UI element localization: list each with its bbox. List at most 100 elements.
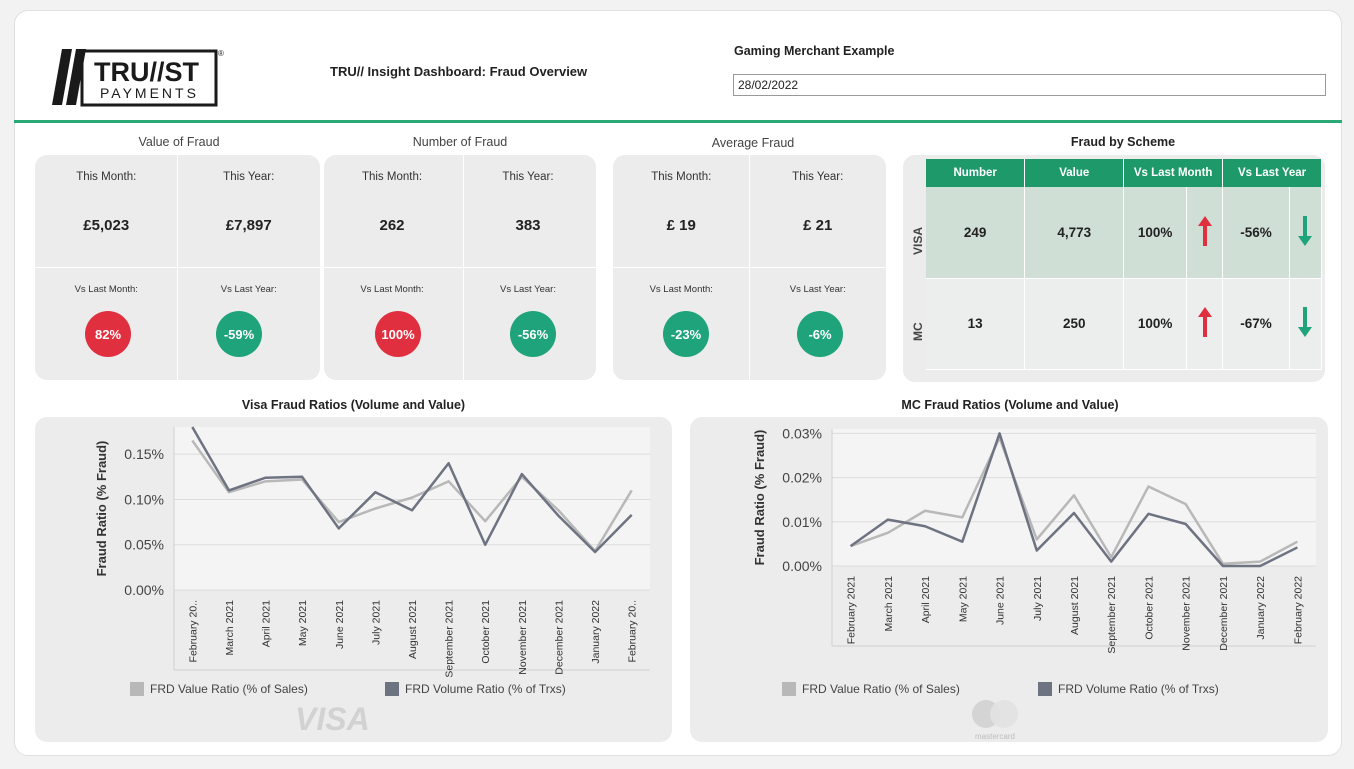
x-tick-label: February 2021 [846, 576, 858, 644]
this-month-label: This Month: [651, 171, 712, 183]
x-tick-label: August 2021 [1069, 576, 1081, 635]
vs-last-year-badge: -56% [510, 311, 556, 357]
this-month-label: This Month: [361, 171, 423, 183]
mastercard-logo-watermark: mastercard [972, 700, 1018, 741]
x-tick-label: February 20.. [627, 600, 639, 662]
vs-last-year-label: Vs Last Year: [220, 284, 277, 295]
x-tick-label: January 2022 [1255, 576, 1267, 640]
x-tick-label: December 2021 [1218, 576, 1230, 651]
cell-vs-year: -67% [1222, 278, 1290, 370]
x-tick-label: May 2021 [957, 576, 969, 622]
scheme-table: Number Value Vs Last Month Vs Last Year … [926, 159, 1323, 370]
this-month-label: This Month: [76, 171, 137, 183]
x-tick-label: April 2021 [261, 600, 273, 647]
col-header-value: Value [1024, 159, 1125, 187]
arrow-down-icon [1289, 187, 1323, 279]
x-tick-label: June 2021 [995, 576, 1007, 625]
legend-swatch [130, 682, 144, 696]
vs-last-month-label: Vs Last Month: [360, 284, 424, 295]
this-year-value: 383 [515, 217, 541, 234]
kpi-title-value: Value of Fraud [138, 135, 220, 149]
cell-value: 4,773 [1024, 187, 1125, 279]
visa-logo-watermark: VISA [295, 701, 370, 737]
date-filter-input[interactable]: 28/02/2022 [733, 74, 1326, 96]
vs-last-year-label: Vs Last Year: [789, 284, 846, 295]
this-year-value: £7,897 [225, 217, 272, 234]
kpi-card-number: This Month: This Year: 262 383 Vs Last M… [324, 155, 596, 380]
x-tick-label: October 2021 [480, 600, 492, 664]
x-tick-label: February 2022 [1292, 576, 1304, 644]
this-month-value: 262 [379, 217, 405, 234]
cell-value: 250 [1024, 278, 1125, 370]
vs-last-month-label: Vs Last Month: [74, 284, 138, 295]
y-tick-label: 0.10% [124, 491, 164, 507]
row-label-visa: VISA [911, 226, 925, 255]
y-tick-label: 0.00% [124, 582, 164, 598]
y-tick-label: 0.03% [782, 425, 822, 441]
vs-last-month-badge: -23% [663, 311, 709, 357]
mc-line-chart: 0.00% 0.01% 0.02% 0.03% Fraud Ratio (% Fraud… [752, 425, 1316, 654]
x-tick-label: November 2021 [517, 600, 529, 675]
legend-swatch [782, 682, 796, 696]
y-tick-label: 0.02% [782, 470, 822, 486]
kpi-card-value: This Month: This Year: £5,023 £7,897 Vs … [35, 155, 320, 380]
logo-text-bottom: PAYMENTS [100, 85, 199, 101]
kpi-title-number: Number of Fraud [412, 135, 508, 149]
visa-line-chart: 0.00% 0.05% 0.10% 0.15% Fraud Ratio (% Fraud… [94, 426, 650, 678]
kpi-title-average: Average Fraud [711, 136, 795, 150]
visa-chart-title: Visa Fraud Ratios (Volume and Value) [241, 398, 466, 412]
logo-text-top: TRU//ST [94, 57, 200, 87]
row-label-mc: MC [911, 322, 925, 341]
x-tick-label: June 2021 [334, 600, 346, 649]
table-row: 13 250 100% -67% [926, 278, 1323, 370]
visa-chart-card: 0.00% 0.05% 0.10% 0.15% Fraud Ratio (% Fraud… [35, 417, 672, 742]
x-tick-label: March 2021 [224, 600, 236, 656]
x-tick-label: September 2021 [444, 600, 456, 678]
this-year-label: This Year: [792, 171, 844, 183]
cell-vs-month: 100% [1123, 187, 1188, 279]
y-tick-label: 0.15% [124, 446, 164, 462]
legend-value-ratio: FRD Value Ratio (% of Sales) [130, 682, 308, 696]
legend-swatch [1038, 682, 1052, 696]
legend-swatch [385, 682, 399, 696]
this-year-label: This Year: [502, 171, 554, 183]
x-tick-label: February 20.. [187, 600, 199, 662]
x-tick-label: January 2022 [590, 600, 602, 664]
vs-last-month-label: Vs Last Month: [649, 284, 713, 295]
table-row: 249 4,773 100% -56% [926, 187, 1323, 279]
series-line-volume-ratio [849, 432, 1298, 568]
x-tick-label: July 2021 [370, 600, 382, 645]
legend-label: FRD Value Ratio (% of Sales) [150, 682, 308, 696]
legend-label: FRD Value Ratio (% of Sales) [802, 682, 960, 696]
y-axis-label: Fraud Ratio (% Fraud) [94, 441, 109, 577]
arrow-up-icon [1186, 278, 1224, 370]
col-header-number: Number [926, 159, 1026, 187]
y-axis-label: Fraud Ratio (% Fraud) [752, 430, 767, 566]
legend-label: FRD Volume Ratio (% of Trxs) [405, 682, 566, 696]
arrow-down-icon [1289, 278, 1323, 370]
svg-text:®: ® [218, 49, 224, 58]
x-tick-label: July 2021 [1032, 576, 1044, 621]
legend-value-ratio: FRD Value Ratio (% of Sales) [782, 682, 960, 696]
merchant-label: Gaming Merchant Example [734, 44, 895, 58]
y-tick-label: 0.01% [782, 514, 822, 530]
vs-last-year-badge: -59% [216, 311, 262, 357]
this-month-value: £ 19 [666, 217, 696, 234]
vs-last-year-label: Vs Last Year: [500, 284, 556, 295]
vs-last-month-badge: 82% [85, 311, 131, 357]
series-line-value-ratio [191, 439, 633, 553]
kpi-card-average: This Month: This Year: £ 19 £ 21 Vs Last… [613, 155, 886, 380]
vs-last-month-badge: 100% [375, 311, 421, 357]
col-header-vs-month: Vs Last Month [1123, 159, 1224, 187]
cell-vs-month: 100% [1123, 278, 1188, 370]
y-tick-label: 0.05% [124, 537, 164, 553]
legend-volume-ratio: FRD Volume Ratio (% of Trxs) [1038, 682, 1219, 696]
x-tick-label: December 2021 [553, 600, 565, 675]
x-tick-label: March 2021 [883, 576, 895, 632]
col-header-vs-year: Vs Last Year [1222, 159, 1322, 187]
legend-label: FRD Volume Ratio (% of Trxs) [1058, 682, 1219, 696]
dashboard-title: TRU// Insight Dashboard: Fraud Overview [330, 64, 588, 79]
this-year-label: This Year: [223, 171, 275, 183]
mc-chart-title: MC Fraud Ratios (Volume and Value) [901, 398, 1119, 412]
arrow-up-icon [1186, 187, 1224, 279]
